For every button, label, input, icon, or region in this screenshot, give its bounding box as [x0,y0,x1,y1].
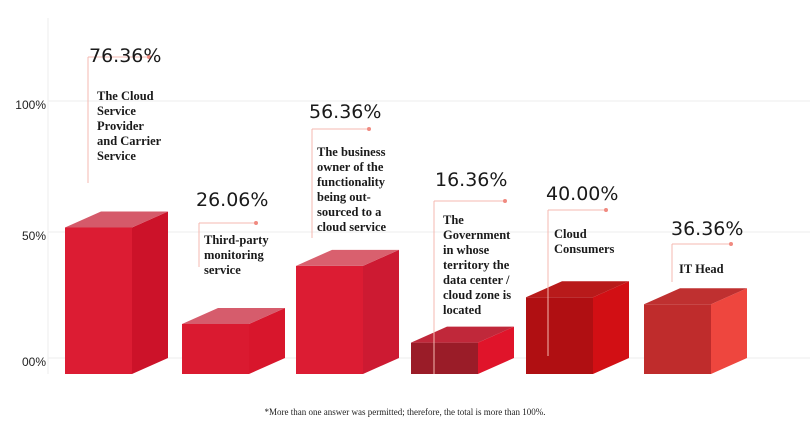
leader-dot [367,127,371,131]
bar-side-face [132,211,168,374]
footnote: *More than one answer was permitted; the… [265,407,546,417]
bar-front-face [526,297,593,374]
bar [296,249,399,374]
data-label: 26.06% [196,189,268,211]
bar-top-face [65,211,168,228]
data-label: 56.36% [309,101,381,123]
y-tick-label: 100% [15,98,46,112]
bar-front-face [65,227,132,374]
data-label: 36.36% [671,218,743,240]
leader-dot [254,221,258,225]
bar-front-face [411,342,478,374]
bar [526,281,629,374]
bar-side-face [249,307,285,374]
y-axis: 00% 50% 100% [15,98,46,369]
bar-front-face [296,265,363,374]
bar [65,211,168,374]
bars [65,211,747,374]
leader-dot [147,55,151,59]
data-label: 40.00% [546,183,618,205]
category-label: The Government in whose territory the data c… [443,213,511,317]
bar [411,326,514,374]
category-label: Cloud Consumers [554,227,615,256]
bar-side-face [711,288,747,374]
category-label: The business owner of the functionality bei… [317,145,387,234]
y-tick-label: 00% [22,355,46,369]
bar-top-face [296,249,399,266]
bar [644,288,747,374]
bar-top-face [182,307,285,324]
category-label: IT Head [679,262,724,276]
bar [182,307,285,374]
bar-front-face [644,304,711,374]
bar-side-face [478,326,514,374]
bar-side-face [593,281,629,374]
category-label: Third-party monitoring service [204,233,269,277]
bar-top-face [644,288,747,305]
category-label: The Cloud Service Provider and Carrier Servi… [97,89,162,163]
bar-top-face [526,281,629,298]
data-label: 16.36% [435,169,507,191]
leader-dot [503,199,507,203]
bar-front-face [182,323,249,374]
labels: 76.36% The Cloud Service Provider and Carrie… [87,45,743,374]
data-label: 76.36% [89,45,161,67]
leader-dot [604,208,608,212]
leader-dot [729,242,733,246]
y-tick-label: 50% [22,229,46,243]
bar-side-face [363,249,399,374]
bar-top-face [411,326,514,343]
